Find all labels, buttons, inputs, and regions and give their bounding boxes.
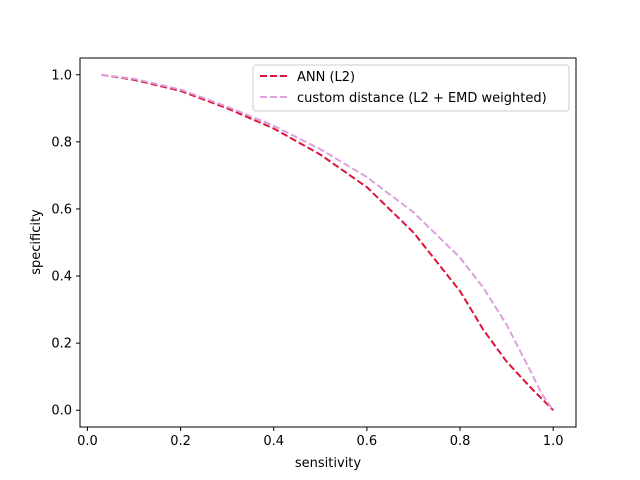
x-tick-label: 0.2 [170,434,191,449]
y-tick-label: 0.6 [51,202,72,217]
x-tick-label: 0.0 [77,434,98,449]
y-tick-label: 0.8 [51,135,72,150]
y-tick-label: 1.0 [51,68,72,83]
y-axis-ticks: 0.0 0.2 0.4 0.6 0.8 1.0 [51,68,80,419]
legend-entry-custom-distance: custom distance (L2 + EMD weighted) [297,91,547,106]
x-tick-label: 0.6 [357,434,378,449]
y-tick-label: 0.0 [51,404,72,419]
y-tick-label: 0.2 [51,337,72,352]
y-axis-label: specificity [29,209,44,275]
legend-box [252,64,570,112]
plot-frame [79,57,577,428]
x-tick-label: 0.8 [450,434,471,449]
y-tick-label: 0.4 [51,270,72,285]
series-line-0 [101,73,554,411]
legend: ANN (L2) custom distance (L2 + EMD weigh… [252,64,570,112]
x-tick-label: 0.4 [263,434,284,449]
x-tick-label: 1.0 [543,434,564,449]
x-axis-ticks: 0.0 0.2 0.4 0.6 0.8 1.0 [77,427,564,449]
legend-entry-ann-l2: ANN (L2) [297,70,355,85]
x-axis-label: sensitivity [295,456,362,471]
series-line-1 [101,73,555,411]
series-layer [101,73,555,411]
plot-area [80,58,576,427]
